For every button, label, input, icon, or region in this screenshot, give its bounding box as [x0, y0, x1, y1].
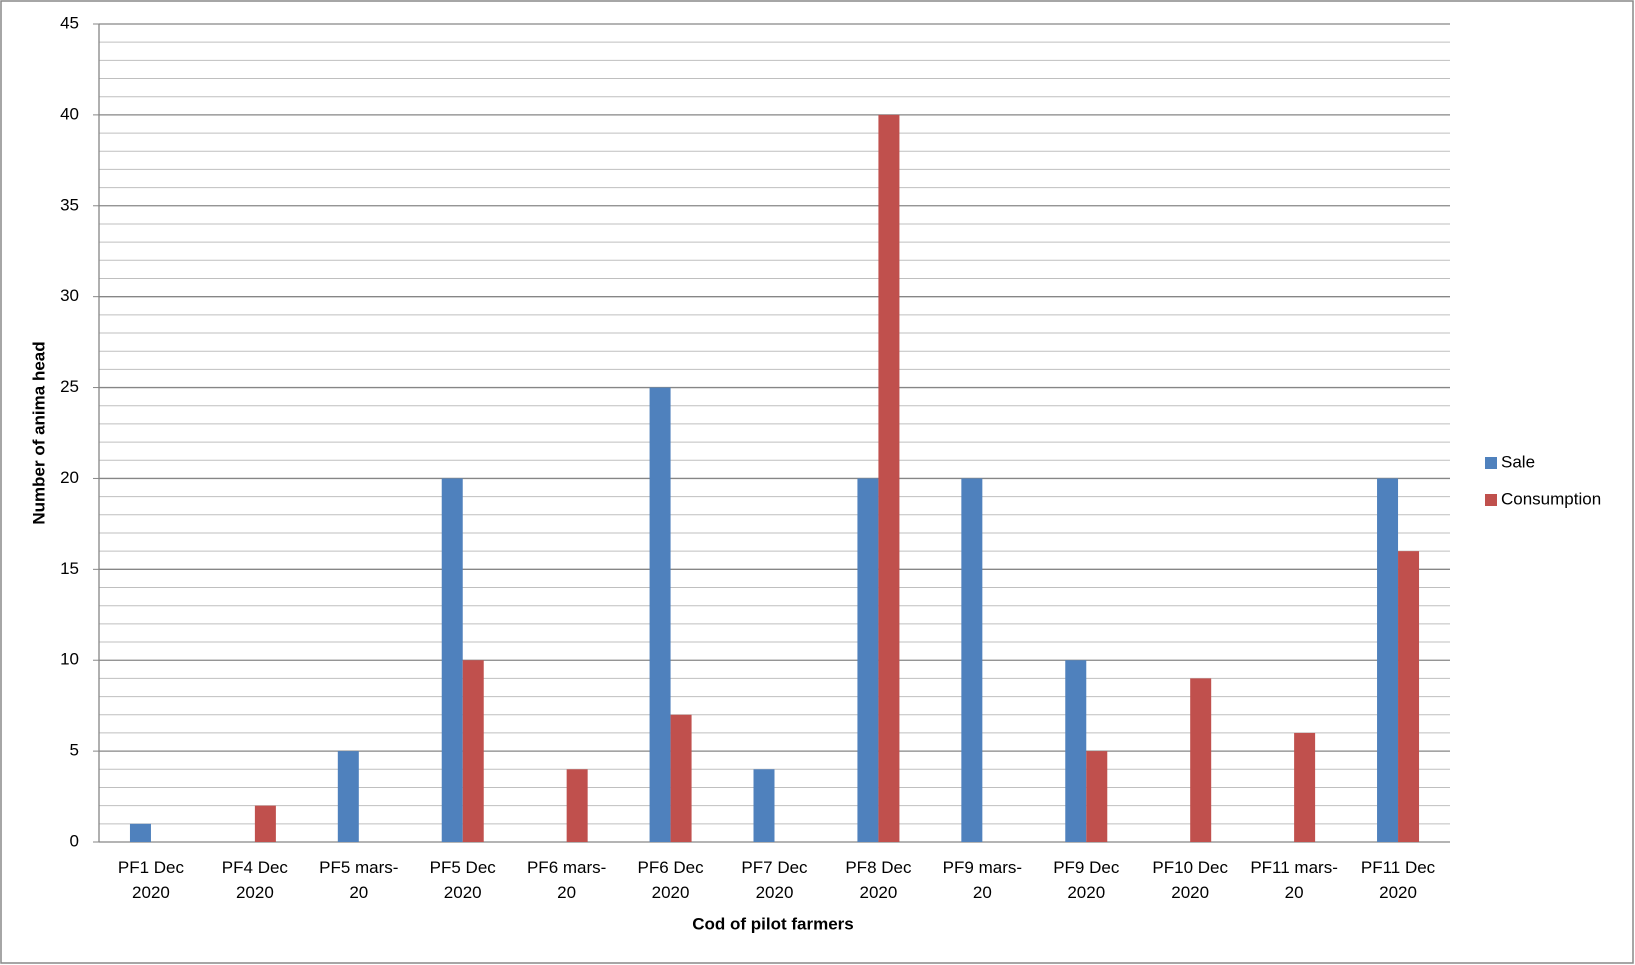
- bar: [670, 714, 692, 842]
- x-tick-label: PF9 mars-20: [942, 858, 1023, 902]
- bar: [649, 387, 671, 842]
- y-tick-label: 45: [60, 13, 79, 32]
- x-tick-label: PF9 Dec 2020: [1053, 858, 1120, 902]
- bar: [566, 769, 588, 842]
- x-tick-label: PF10 Dec 2020: [1152, 858, 1228, 902]
- bar: [878, 114, 900, 842]
- bar: [1065, 660, 1087, 842]
- x-tick-label: PF11 mars-20: [1250, 858, 1338, 902]
- x-axis-title: Cod of pilot farmers: [692, 914, 854, 933]
- bar: [337, 751, 359, 842]
- bar: [1086, 751, 1108, 842]
- bar: [129, 823, 151, 842]
- bar: [753, 769, 775, 842]
- y-tick-label: 5: [70, 741, 79, 760]
- bar: [441, 478, 463, 842]
- x-tick-label: PF11 Dec 2020: [1360, 858, 1436, 902]
- y-tick-label: 20: [60, 468, 79, 487]
- legend-swatch: [1485, 457, 1497, 469]
- x-tick-label: PF1 Dec 2020: [117, 858, 185, 902]
- y-tick-label: 25: [60, 377, 79, 396]
- y-axis-title: Number of anima head: [29, 341, 48, 524]
- bar: [1377, 478, 1399, 842]
- bar: [961, 478, 983, 842]
- y-tick-label: 35: [60, 195, 79, 214]
- y-tick-label: 40: [60, 104, 79, 123]
- x-tick-label: PF5 Dec 2020: [429, 858, 496, 902]
- y-tick-label: 15: [60, 559, 79, 578]
- bar: [857, 478, 879, 842]
- x-tick-label: PF5 mars-20: [319, 858, 399, 902]
- bar: [462, 660, 484, 842]
- bar: [254, 805, 276, 842]
- y-tick-label: 30: [60, 286, 79, 305]
- bar: [1398, 551, 1420, 842]
- y-tick-label: 10: [60, 650, 79, 669]
- legend-label: Consumption: [1501, 489, 1601, 508]
- x-tick-label: PF4 Dec 2020: [221, 858, 288, 902]
- y-tick-label: 0: [70, 831, 79, 850]
- bar: [1190, 678, 1212, 842]
- x-tick-label: PF8 Dec 2020: [845, 858, 912, 902]
- legend-label: Sale: [1501, 452, 1535, 471]
- bar: [1294, 732, 1316, 842]
- legend-swatch: [1485, 494, 1497, 506]
- x-tick-label: PF6 mars-20: [526, 858, 607, 902]
- x-tick-label: PF7 Dec 2020: [741, 858, 808, 902]
- x-tick-label: PF6 Dec 2020: [637, 858, 704, 902]
